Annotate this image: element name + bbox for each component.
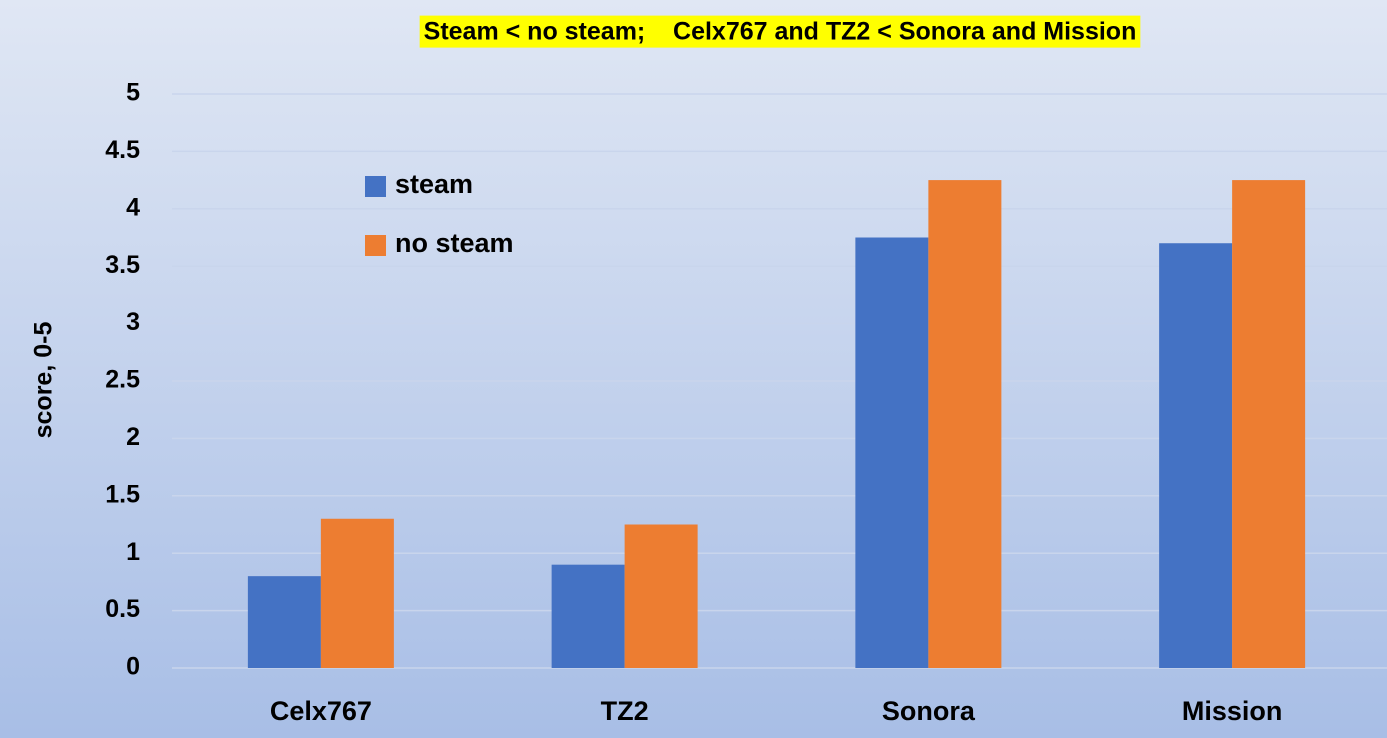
bar [1232,180,1306,668]
legend-label: no steam [395,228,514,258]
bar [247,576,321,668]
y-tick-label: 0.5 [105,595,140,623]
bar [320,518,394,668]
y-tick-label: 1 [126,538,140,566]
x-tick-label: Sonora [882,696,976,726]
y-tick-label: 3.5 [105,251,140,279]
y-tick-label: 4.5 [105,136,140,164]
x-tick-label: TZ2 [601,696,649,726]
bar [551,564,625,668]
y-axis-label: score, 0-5 [30,322,58,439]
chart-title: Steam < no steam; Celx767 and TZ2 < Sono… [424,18,1137,46]
title-group: Steam < no steam; Celx767 and TZ2 < Sono… [419,15,1141,48]
y-tick-label: 5 [126,79,140,107]
y-tick-label: 3 [126,308,140,336]
bar [855,237,929,668]
bar [1159,243,1233,669]
y-tick-label: 1.5 [105,480,140,508]
x-tick-label: Mission [1182,696,1283,726]
x-tick-label: Celx767 [270,696,372,726]
y-tick-label: 2.5 [105,366,140,394]
title-highlight [419,15,1141,48]
legend-label: steam [395,169,473,199]
y-tick-label: 2 [126,423,140,451]
legend-swatch [365,235,386,256]
y-tick-label: 0 [126,653,140,681]
bar [624,524,698,668]
legend-swatch [365,176,386,197]
y-tick-label: 4 [126,193,140,221]
bar [928,180,1002,668]
